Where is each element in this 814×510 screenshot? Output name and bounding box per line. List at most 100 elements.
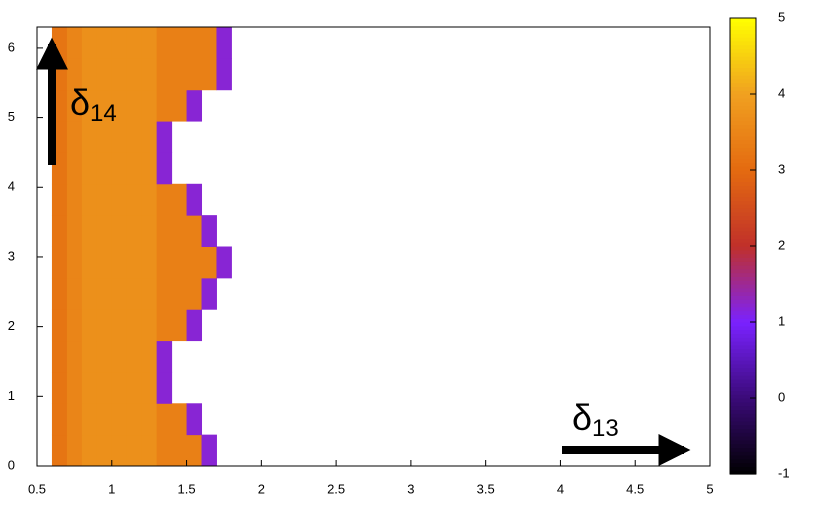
heat-cell: [156, 246, 173, 279]
colorbar-step: [730, 158, 756, 163]
colorbar-step: [730, 113, 756, 118]
colorbar-step: [730, 249, 756, 255]
colorbar-step: [730, 143, 756, 148]
colorbar-step: [730, 341, 756, 346]
heat-cell: [141, 434, 158, 467]
heat-cell: [141, 89, 158, 122]
heat-cell: [81, 246, 98, 279]
colorbar-step: [730, 208, 756, 213]
heat-cell: [81, 121, 98, 153]
annotation-text: δ: [572, 397, 592, 438]
heat-cell: [51, 215, 68, 247]
colorbar-step: [730, 196, 756, 201]
colorbar-step: [730, 215, 756, 220]
heat-cell: [156, 309, 173, 342]
x-tick-label: 1.5: [178, 481, 196, 496]
x-tick-label: 3: [407, 481, 414, 496]
heat-cell: [171, 403, 188, 436]
heat-cell: [96, 403, 113, 436]
heat-cell: [186, 58, 203, 91]
colorbar-step: [730, 48, 756, 53]
heat-cell: [186, 277, 203, 310]
colorbar-step: [730, 348, 756, 353]
colorbar-step: [730, 29, 756, 34]
heat-cell: [96, 183, 113, 216]
heat-cell: [156, 152, 173, 185]
colorbar-step: [730, 318, 756, 323]
x-tick-label: 3.5: [477, 481, 495, 496]
heat-cell: [66, 371, 83, 404]
heat-cell: [186, 215, 203, 247]
colorbar-step: [730, 200, 756, 205]
colorbar-tick-label: 5: [778, 9, 785, 24]
colorbar-step: [730, 189, 756, 194]
heat-cell: [81, 89, 98, 122]
colorbar-step: [730, 59, 756, 65]
heat-cell: [51, 403, 68, 436]
colorbar-step: [730, 37, 756, 42]
colorbar-step: [730, 470, 756, 475]
colorbar-step: [730, 52, 756, 57]
colorbar-step: [730, 344, 756, 350]
colorbar-step: [730, 139, 756, 144]
colorbar-step: [730, 413, 756, 418]
annotation: δ13: [572, 397, 619, 443]
colorbar-step: [730, 86, 756, 91]
heat-cell: [51, 340, 68, 373]
colorbar-step: [730, 455, 756, 460]
heat-cell: [141, 340, 158, 373]
colorbar-step: [730, 124, 756, 129]
heat-cell: [81, 215, 98, 247]
heat-cell: [66, 277, 83, 310]
colorbar-tick-label: 4: [778, 85, 785, 100]
heat-cell: [96, 152, 113, 185]
heat-cell: [156, 371, 173, 404]
heat-cell: [156, 183, 173, 216]
colorbar-step: [730, 322, 756, 327]
colorbar-step: [730, 401, 756, 407]
heat-cell: [81, 152, 98, 185]
heat-cell: [96, 89, 113, 122]
heat-cell: [51, 309, 68, 342]
y-tick-label: 1: [8, 388, 15, 403]
colorbar-step: [730, 417, 756, 422]
colorbar-step: [730, 447, 756, 452]
heat-cell: [96, 309, 113, 342]
colorbar-step: [730, 394, 756, 399]
colorbar-step: [730, 439, 756, 445]
heat-cell: [186, 403, 203, 436]
colorbar-step: [730, 287, 756, 293]
heat-cell: [126, 183, 143, 216]
heat-cell: [81, 277, 98, 310]
colorbar-step: [730, 128, 756, 133]
heat-cell: [111, 152, 128, 185]
heat-cell: [171, 58, 188, 91]
colorbar-step: [730, 97, 756, 103]
y-tick-label: 3: [8, 248, 15, 263]
heat-cell: [156, 434, 173, 467]
colorbar-step: [730, 367, 756, 372]
heat-cell: [171, 89, 188, 122]
colorbar-step: [730, 428, 756, 433]
colorbar-tick-label: 1: [778, 313, 785, 328]
colorbar-step: [730, 71, 756, 76]
colorbar-step: [730, 443, 756, 448]
heat-cell: [111, 277, 128, 310]
colorbar-step: [730, 333, 756, 338]
colorbar-step: [730, 466, 756, 471]
heat-cell: [126, 58, 143, 91]
heat-cell: [111, 403, 128, 436]
colorbar-step: [730, 170, 756, 175]
annotation-text: δ: [70, 82, 90, 123]
colorbar-tick-label: 0: [778, 389, 785, 404]
heat-cell: [156, 58, 173, 91]
colorbar-step: [730, 242, 756, 247]
heat-cell: [66, 434, 83, 467]
heat-cell: [81, 27, 98, 59]
heat-cell: [81, 58, 98, 91]
heat-cell: [96, 371, 113, 404]
heat-cell: [141, 58, 158, 91]
colorbar-step: [730, 192, 756, 198]
heat-cell: [111, 434, 128, 467]
heat-cell: [111, 340, 128, 373]
